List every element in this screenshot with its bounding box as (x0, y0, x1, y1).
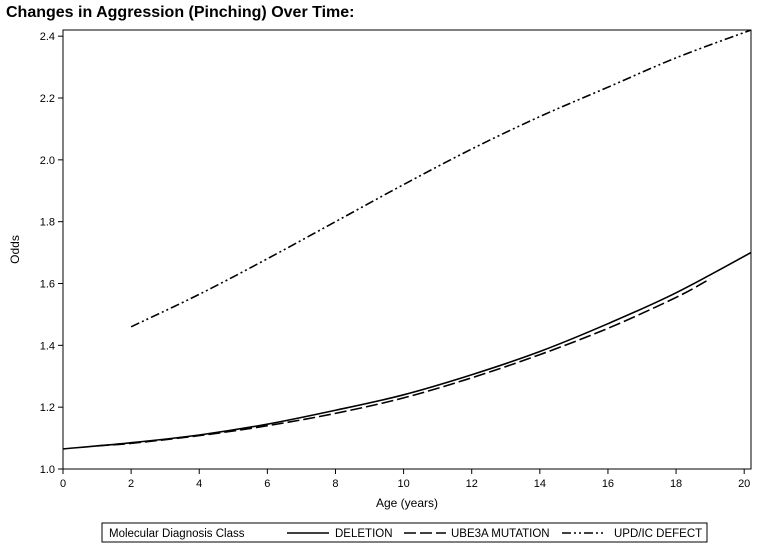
x-tick-label: 20 (738, 478, 750, 490)
y-tick-label: 2.0 (40, 155, 55, 167)
series-line-upd-ic-defect (130, 30, 751, 328)
y-tick-label: 1.6 (40, 279, 55, 291)
y-tick-label: 1.8 (40, 217, 55, 229)
x-tick-label: 2 (128, 478, 134, 490)
chart-title: Changes in Aggression (Pinching) Over Ti… (6, 4, 355, 21)
series-line-ube3a-mutation (97, 278, 711, 447)
y-tick-label: 1.2 (40, 402, 55, 414)
x-tick-label: 10 (397, 478, 409, 490)
series-line-deletion (63, 251, 751, 450)
x-tick-label: 4 (196, 478, 202, 490)
x-tick-label: 8 (332, 478, 338, 490)
y-axis-title: Odds (8, 235, 22, 264)
legend-label-deletion: DELETION (335, 528, 393, 540)
legend-label-upd-ic-defect: UPD/IC DEFECT (614, 528, 702, 540)
x-tick-label: 12 (466, 478, 478, 490)
x-tick-label: 18 (670, 478, 682, 490)
x-tick-label: 6 (264, 478, 270, 490)
y-tick-label: 2.4 (40, 31, 55, 43)
y-tick-label: 1.0 (40, 464, 55, 476)
x-axis-title: Age (years) (376, 496, 438, 510)
legend-title: Molecular Diagnosis Class (109, 528, 245, 540)
plot-frame (62, 29, 752, 470)
x-tick-label: 16 (602, 478, 614, 490)
y-tick-label: 2.2 (40, 93, 55, 105)
legend-label-ube3a-mutation: UBE3A MUTATION (451, 528, 550, 540)
y-tick-label: 1.4 (40, 340, 55, 352)
x-tick-label: 0 (60, 478, 66, 490)
x-tick-label: 14 (534, 478, 546, 490)
